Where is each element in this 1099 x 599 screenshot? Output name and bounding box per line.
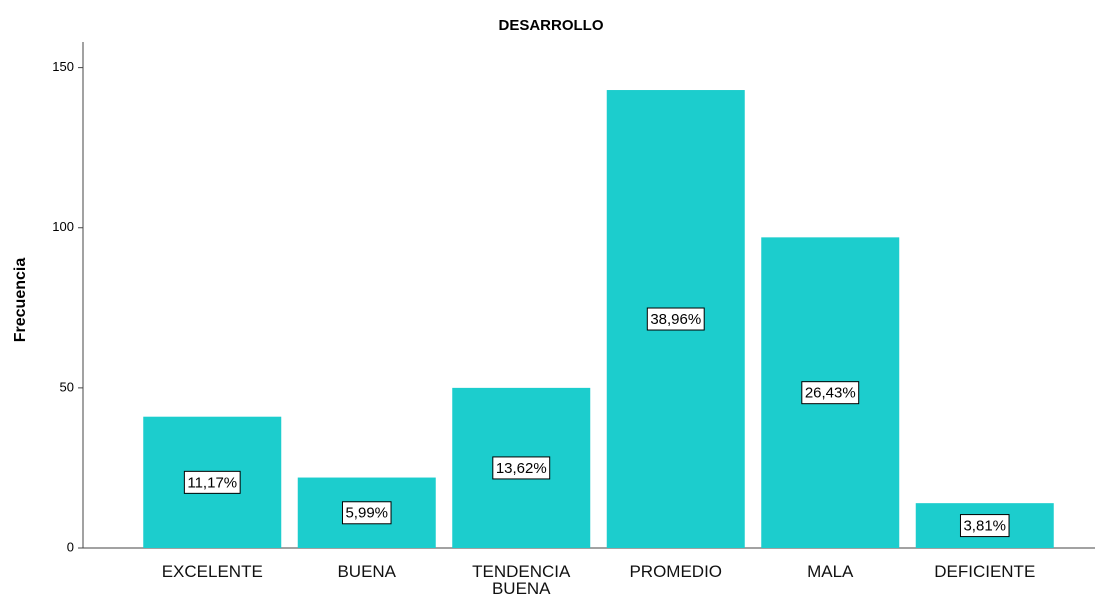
data-label-box: [646, 307, 705, 331]
y-tick-label: 0: [67, 539, 74, 554]
data-label: 11,17%: [187, 474, 237, 491]
y-tick-label: 50: [60, 379, 74, 394]
y-axis-label: Frecuencia: [12, 258, 29, 343]
y-tick-label: 150: [52, 59, 74, 74]
x-tick-label: DEFICIENTE: [934, 562, 1036, 581]
chart-title: DESARROLLO: [499, 17, 604, 34]
x-tick-label: BUENA: [337, 562, 397, 581]
x-tick-label: EXCELENTE: [161, 562, 263, 581]
data-label-box: [341, 501, 392, 525]
data-label-box: [959, 514, 1010, 538]
x-tick-label: PROMEDIO: [629, 562, 723, 581]
data-label: 26,43%: [805, 385, 856, 402]
data-label: 38,96%: [650, 311, 701, 328]
data-label-box: [183, 470, 241, 494]
data-label: 5,99%: [345, 505, 388, 522]
data-label: 13,62%: [496, 460, 547, 477]
data-label: 3,81%: [963, 518, 1006, 535]
x-tick-label: TENDENCIA BUENA: [472, 562, 571, 598]
data-label-box: [801, 381, 860, 405]
y-tick-label: 100: [52, 219, 74, 234]
x-tick-label: MALA: [807, 562, 854, 581]
data-label-box: [492, 456, 551, 480]
